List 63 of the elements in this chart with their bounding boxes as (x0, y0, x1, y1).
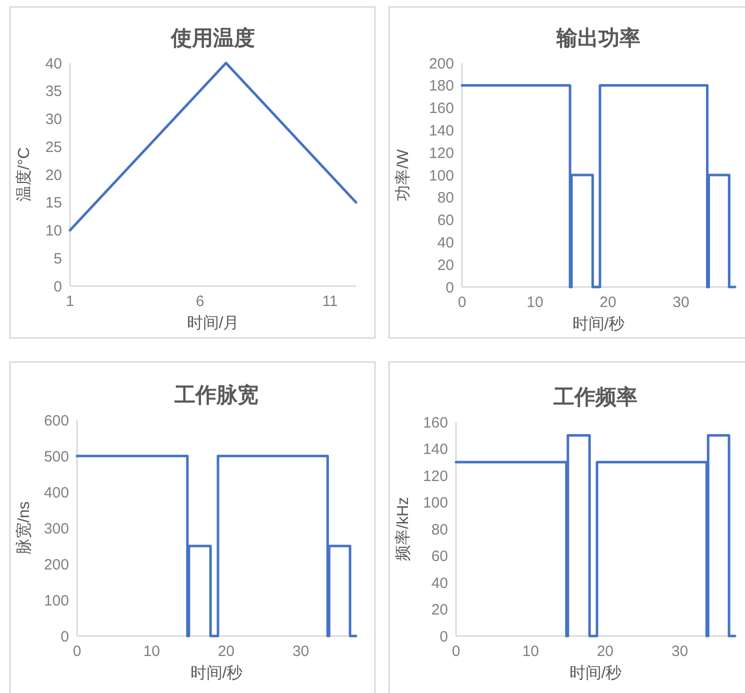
y-tick-label: 40 (45, 55, 62, 72)
y-tick-label: 80 (437, 190, 454, 207)
x-tick-label: 11 (322, 293, 338, 310)
y-tick-label: 100 (422, 494, 448, 512)
y-tick-label: 120 (428, 144, 454, 162)
x-axis-title: 时间/秒 (190, 664, 243, 682)
line-series (68, 62, 358, 232)
x-tick-label: 1 (66, 293, 74, 310)
x-tick-label: 6 (196, 293, 204, 310)
y-tick-label: 300 (44, 520, 69, 538)
x-tick-label: 0 (72, 643, 82, 660)
y-tick-label: 180 (428, 78, 454, 95)
y-tick-label: 40 (437, 234, 454, 252)
y-tick-label: 30 (45, 111, 62, 128)
y-tick-label: 500 (44, 448, 69, 466)
y-axis-title: 温度/°C (15, 147, 33, 202)
y-tick-label: 60 (437, 212, 454, 230)
x-tick-label: 10 (522, 643, 539, 660)
y-tick-label: 100 (428, 167, 454, 184)
y-axis-title: 频率/kHz (394, 497, 412, 561)
y-tick-label: 5 (54, 250, 62, 268)
y-tick-label: 160 (422, 414, 448, 432)
y-tick-label: 100 (44, 592, 69, 610)
y-tick-label: 0 (440, 628, 448, 646)
y-tick-label: 20 (45, 166, 62, 184)
x-tick-label: 0 (458, 294, 466, 311)
y-axis-title: 功率/W (394, 148, 412, 201)
y-tick-label: 20 (437, 256, 454, 274)
y-tick-label: 600 (44, 412, 69, 430)
y-tick-label: 140 (422, 441, 448, 458)
y-tick-label: 35 (45, 83, 62, 100)
y-tick-label: 15 (45, 194, 62, 212)
y-tick-label: 200 (428, 55, 454, 72)
x-axis-title: 时间/秒 (569, 664, 622, 682)
x-tick-label: 30 (672, 294, 690, 311)
y-tick-label: 0 (60, 628, 69, 646)
y-tick-label: 140 (428, 122, 454, 140)
x-tick-label: 30 (671, 643, 688, 660)
y-tick-label: 60 (431, 548, 448, 565)
y-tick-label: 200 (44, 556, 69, 574)
x-tick-label: 20 (218, 643, 235, 660)
chart-title: 工作脉宽 (174, 383, 258, 407)
y-tick-label: 10 (45, 222, 62, 240)
y-tick-label: 160 (428, 100, 454, 118)
x-axis-title: 时间/秒 (572, 315, 625, 333)
y-tick-label: 0 (446, 279, 454, 296)
y-tick-label: 80 (431, 521, 448, 538)
x-tick-label: 30 (292, 643, 310, 660)
chart-title: 使用温度 (170, 26, 255, 50)
y-tick-label: 120 (422, 468, 448, 485)
x-axis-title: 时间/月 (186, 314, 240, 332)
y-tick-label: 40 (431, 574, 448, 592)
chart-title: 输出功率 (556, 26, 640, 50)
chart-title: 工作频率 (552, 385, 638, 409)
x-tick-label: 10 (526, 294, 544, 311)
x-tick-label: 20 (596, 643, 614, 660)
x-tick-label: 10 (143, 643, 160, 660)
y-tick-label: 0 (54, 278, 62, 296)
x-tick-label: 20 (600, 294, 616, 311)
y-axis-title: 脉宽/ns (15, 501, 33, 555)
y-tick-label: 20 (431, 602, 448, 618)
y-tick-label: 400 (44, 484, 69, 502)
y-tick-label: 25 (45, 138, 62, 156)
